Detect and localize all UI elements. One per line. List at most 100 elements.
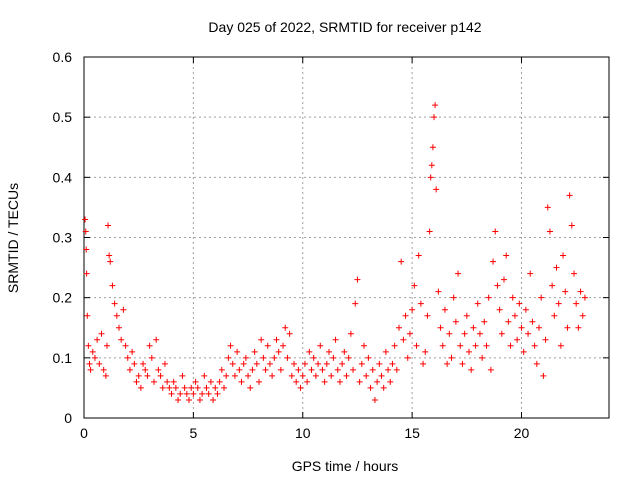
data-point <box>339 360 346 367</box>
data-point <box>258 336 265 343</box>
y-tick-label: 0.2 <box>53 290 73 306</box>
data-point <box>196 396 203 403</box>
data-point <box>546 228 553 235</box>
data-point <box>354 276 361 283</box>
data-point <box>186 396 192 403</box>
data-point <box>301 360 308 367</box>
data-point <box>133 378 140 385</box>
data-point <box>277 366 284 373</box>
data-point <box>481 318 488 325</box>
data-point <box>577 288 584 295</box>
data-point <box>82 216 89 223</box>
data-point <box>369 366 376 373</box>
data-point <box>544 204 551 211</box>
data-point <box>205 390 212 397</box>
data-point <box>575 324 582 331</box>
x-axis-label: GPS time / hours <box>292 458 399 474</box>
data-point <box>448 354 455 361</box>
data-point <box>426 228 433 235</box>
data-point <box>424 312 431 319</box>
data-point <box>551 312 558 319</box>
data-point <box>203 384 210 391</box>
data-point <box>347 330 354 337</box>
data-point <box>170 378 177 385</box>
data-point <box>153 336 160 343</box>
data-point <box>116 324 122 331</box>
data-point <box>542 336 549 343</box>
data-point <box>479 354 486 361</box>
data-point <box>223 372 230 379</box>
data-point <box>177 390 184 397</box>
data-point <box>315 360 322 367</box>
data-point <box>507 342 514 349</box>
data-point <box>131 360 138 367</box>
data-point <box>522 306 529 313</box>
data-point <box>326 348 332 355</box>
data-point <box>288 372 295 379</box>
data-point <box>487 366 494 373</box>
data-point <box>280 342 287 349</box>
data-point <box>245 372 252 379</box>
data-point <box>148 354 155 361</box>
data-point <box>260 354 267 361</box>
data-point <box>525 330 532 337</box>
data-point <box>474 300 481 307</box>
data-point <box>406 330 413 337</box>
data-point <box>323 360 330 367</box>
data-point <box>452 318 459 325</box>
data-point <box>501 276 507 283</box>
data-point <box>490 258 497 265</box>
data-point <box>560 252 567 259</box>
data-point <box>352 300 359 307</box>
data-point <box>293 378 300 385</box>
data-point <box>564 324 571 331</box>
data-point <box>159 384 166 391</box>
data-point <box>341 348 348 355</box>
data-point <box>175 396 182 403</box>
data-point <box>581 294 588 301</box>
data-point <box>103 342 110 349</box>
data-point <box>461 330 468 337</box>
data-point <box>140 360 147 367</box>
data-point <box>109 282 116 289</box>
data-point <box>350 366 357 373</box>
data-point <box>330 354 337 361</box>
data-point <box>328 372 335 379</box>
data-point <box>371 396 378 403</box>
data-point <box>269 372 276 379</box>
data-point <box>264 342 271 349</box>
data-point <box>413 342 420 349</box>
data-point <box>214 390 221 397</box>
data-point <box>100 366 107 373</box>
data-point <box>516 300 523 307</box>
data-point <box>238 378 245 385</box>
data-point <box>553 264 560 271</box>
data-point <box>83 246 90 253</box>
chart-title: Day 025 of 2022, SRMTID for receiver p14… <box>208 19 481 35</box>
data-point <box>94 336 101 343</box>
data-point <box>166 384 173 391</box>
data-point <box>155 366 162 373</box>
data-point <box>378 372 385 379</box>
data-point <box>439 342 446 349</box>
data-point <box>332 336 339 343</box>
data-point <box>367 384 374 391</box>
data-point <box>249 366 256 373</box>
data-point <box>435 288 442 295</box>
data-point <box>531 342 538 349</box>
data-point <box>126 366 133 373</box>
data-point <box>107 258 114 265</box>
data-point <box>124 354 131 361</box>
ticks-layer: 0 5 10 15 20 0 0.1 0.2 0.3 0.4 0.5 0.6 <box>53 49 609 441</box>
data-point <box>428 162 435 169</box>
data-point <box>427 174 434 181</box>
data-point <box>540 372 547 379</box>
data-point <box>463 312 470 319</box>
data-point <box>188 384 195 391</box>
data-point <box>374 378 381 385</box>
data-point <box>433 186 440 193</box>
data-point <box>485 294 492 301</box>
data-point <box>409 306 416 313</box>
data-point <box>89 348 96 355</box>
